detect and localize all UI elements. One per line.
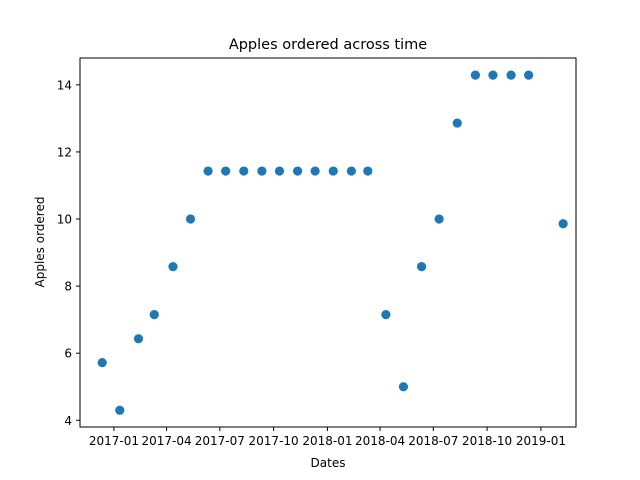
data-point-0 — [97, 357, 107, 368]
plot-frame — [79, 57, 577, 428]
data-point-5 — [185, 214, 196, 224]
x-tick-label: 2017-10 — [249, 434, 299, 448]
data-point-8 — [239, 166, 249, 176]
data-point-22 — [488, 70, 498, 80]
data-point-15 — [363, 166, 373, 176]
data-point-6 — [203, 166, 213, 176]
y-tick-label: 8 — [64, 280, 72, 294]
data-point-25 — [558, 219, 568, 229]
data-point-4 — [168, 262, 178, 272]
data-point-23 — [506, 70, 516, 80]
data-point-3 — [149, 310, 159, 320]
y-axis: 4 6 8 10 12 14 — [57, 78, 80, 428]
x-axis-label: Dates — [311, 456, 346, 470]
data-point-19 — [434, 214, 444, 224]
data-point-21 — [470, 70, 480, 80]
x-tick-label: 2017-04 — [141, 434, 191, 448]
data-point-16 — [381, 310, 391, 320]
y-tick-label: 12 — [57, 145, 72, 159]
data-point-18 — [416, 262, 427, 272]
y-tick-label: 10 — [57, 213, 72, 227]
data-point-12 — [310, 166, 320, 176]
y-tick-label: 14 — [57, 78, 72, 92]
data-point-9 — [257, 166, 267, 176]
data-point-24 — [524, 70, 534, 80]
y-tick-label: 6 — [64, 347, 72, 361]
x-tick-label: 2018-10 — [462, 434, 512, 448]
data-point-11 — [292, 166, 303, 176]
x-tick-label: 2018-04 — [355, 434, 405, 448]
data-point-1 — [115, 405, 125, 415]
data-point-10 — [274, 166, 285, 176]
x-axis: 2017-01 2017-04 2017-07 2017-10 2018-01 2018-… — [89, 427, 566, 448]
data-point-7 — [221, 166, 231, 176]
x-tick-label: 2017-01 — [89, 434, 139, 448]
data-point-20 — [452, 118, 462, 128]
data-point-14 — [346, 166, 356, 176]
y-tick-label: 4 — [64, 414, 72, 428]
x-tick-label: 2017-07 — [195, 434, 245, 448]
data-points — [97, 70, 568, 415]
x-tick-label: 2018-01 — [302, 434, 352, 448]
data-point-17 — [398, 382, 409, 392]
chart-title: Apples ordered across time — [229, 37, 427, 53]
data-point-2 — [133, 334, 144, 344]
x-tick-label: 2018-07 — [408, 434, 458, 448]
x-tick-label: 2019-01 — [516, 434, 566, 448]
data-point-13 — [328, 166, 338, 176]
y-axis-label: Apples ordered — [33, 197, 47, 288]
